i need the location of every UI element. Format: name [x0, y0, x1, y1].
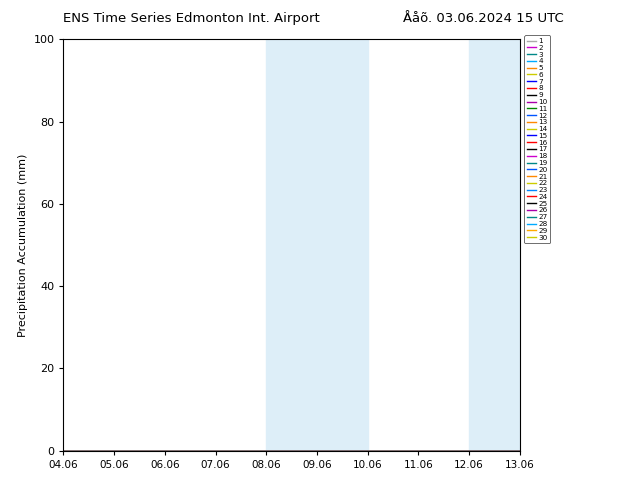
Bar — [266, 39, 368, 451]
Y-axis label: Precipitation Accumulation (mm): Precipitation Accumulation (mm) — [18, 153, 28, 337]
Text: ENS Time Series Edmonton Int. Airport: ENS Time Series Edmonton Int. Airport — [63, 12, 320, 25]
Legend: 1, 2, 3, 4, 5, 6, 7, 8, 9, 10, 11, 12, 13, 14, 15, 16, 17, 18, 19, 20, 21, 22, 2: 1, 2, 3, 4, 5, 6, 7, 8, 9, 10, 11, 12, 1… — [524, 35, 550, 244]
Text: Ååõ. 03.06.2024 15 UTC: Ååõ. 03.06.2024 15 UTC — [403, 12, 564, 25]
Bar — [469, 39, 571, 451]
